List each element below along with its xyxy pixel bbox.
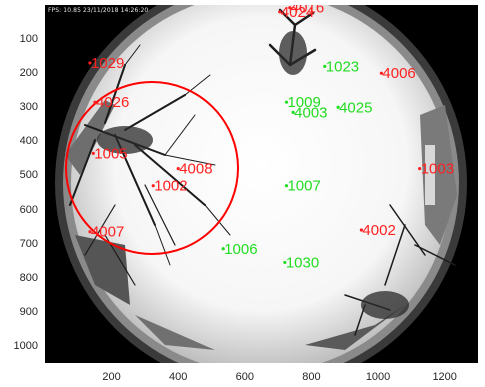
- marker-label: 4006: [382, 65, 415, 82]
- tracked-marker[interactable]: 4002: [359, 222, 396, 239]
- marker-dot: [221, 247, 225, 251]
- marker-label: 1030: [286, 254, 319, 271]
- marker-dot: [284, 184, 289, 188]
- marker-dot: [93, 100, 97, 104]
- marker-dot: [359, 228, 364, 232]
- tree-foliage: [97, 31, 409, 319]
- tracked-marker[interactable]: 4003: [291, 104, 328, 121]
- tracked-marker[interactable]: 4007: [88, 224, 124, 241]
- tracked-marker[interactable]: 1009: [284, 94, 321, 111]
- marker-label: 1006: [224, 241, 257, 258]
- y-tick-label: 800: [19, 271, 38, 284]
- tracked-marker[interactable]: 1005: [91, 145, 128, 162]
- marker-label: 1002: [154, 178, 187, 195]
- marker-dot: [291, 110, 295, 114]
- marker-label: 4007: [91, 224, 124, 241]
- tracked-marker[interactable]: 1023: [323, 58, 359, 75]
- marker-dot: [336, 105, 340, 109]
- marker-dot: [88, 230, 92, 234]
- y-tick-label: 100: [19, 33, 38, 46]
- y-tick-label: 400: [19, 135, 38, 148]
- x-tick-label: 400: [169, 371, 188, 383]
- x-tick-label: 600: [235, 371, 255, 383]
- tracked-marker[interactable]: 4006: [379, 65, 416, 82]
- tracked-marker[interactable]: 1029: [88, 55, 124, 72]
- y-tick-label: 1000: [13, 339, 38, 352]
- x-tick-label: 800: [302, 371, 321, 383]
- y-tick-label: 500: [19, 169, 38, 182]
- marker-dot: [91, 151, 95, 155]
- camera-viewport[interactable]: 4024 4016 1029 1023 4006 4026 1009 4003 4025 1005…: [45, 5, 478, 363]
- marker-dot: [379, 71, 384, 75]
- marker-label: 4003: [294, 104, 327, 121]
- marker-label: 1029: [91, 55, 124, 72]
- marker-label: 4025: [339, 99, 372, 116]
- marker-dot: [151, 184, 155, 188]
- marker-label: 4002: [362, 222, 395, 239]
- marker-dot: [288, 6, 292, 10]
- tracked-marker[interactable]: 1006: [221, 241, 258, 258]
- tracked-marker[interactable]: 1002: [151, 178, 188, 195]
- marker-dot: [278, 10, 282, 14]
- marker-dot: [88, 61, 92, 65]
- tracked-marker[interactable]: 4025: [336, 99, 373, 116]
- marker-label: 1005: [94, 145, 127, 162]
- y-tick-label: 200: [19, 67, 38, 80]
- tracked-marker[interactable]: 1003: [418, 161, 454, 178]
- marker-label: 4026: [96, 94, 129, 111]
- tracked-marker[interactable]: 1030: [283, 254, 319, 271]
- tracked-marker[interactable]: 4008: [176, 161, 213, 178]
- detection-circle[interactable]: [65, 81, 239, 255]
- marker-dot: [283, 260, 287, 265]
- marker-label: 1009: [287, 94, 320, 111]
- buildings: [65, 100, 457, 350]
- tracked-marker[interactable]: 4026: [93, 94, 129, 111]
- marker-label: 4016: [291, 5, 324, 17]
- y-tick-label: 900: [19, 305, 38, 318]
- marker-dot: [284, 100, 289, 104]
- marker-dot: [418, 167, 422, 171]
- marker-label: 1007: [287, 178, 320, 195]
- marker-label: 4008: [179, 161, 212, 178]
- sky-disc: [71, 5, 451, 363]
- marker-dot: [323, 64, 327, 68]
- marker-label: 1023: [326, 58, 359, 75]
- tracked-marker[interactable]: 1007: [284, 178, 321, 195]
- y-tick-label: 700: [19, 237, 38, 250]
- x-tick-label: 200: [102, 371, 121, 383]
- tracked-marker[interactable]: 4016: [288, 5, 324, 17]
- fps-timestamp: FPS: 10.85 23/11/2018 14:26:20: [48, 7, 149, 14]
- x-tick-label: 1000: [365, 371, 391, 383]
- y-tick-label: 600: [19, 203, 38, 216]
- marker-dot: [176, 167, 180, 171]
- marker-label: 1003: [421, 161, 454, 178]
- x-tick-label: 1200: [432, 371, 457, 383]
- y-tick-label: 300: [19, 101, 38, 114]
